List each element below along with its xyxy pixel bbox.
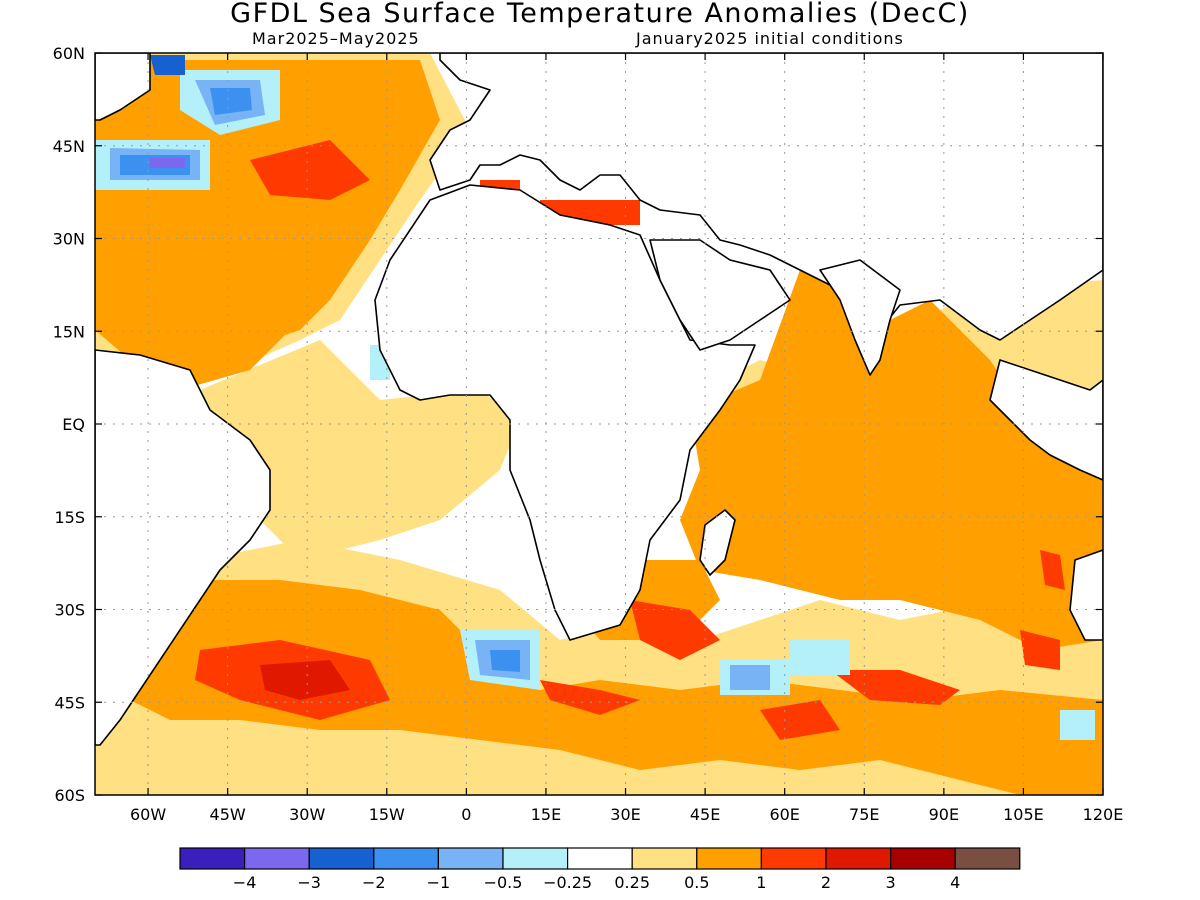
colorbar-label: −0.25	[543, 873, 592, 892]
colorbar-label: −0.5	[484, 873, 523, 892]
lon-label: 15E	[531, 805, 561, 824]
colorbar-label: −2	[362, 873, 386, 892]
latitude-labels: 60N 45N 30N 15N EQ 15S 30S 45S 60S	[53, 44, 85, 805]
axis-ticks	[95, 52, 1104, 796]
coastlines	[95, 53, 1103, 746]
lat-label: 60S	[54, 786, 85, 805]
lon-label: 0	[461, 805, 471, 824]
colorbar-swatch	[760, 847, 827, 870]
initial-conditions: January2025 initial conditions	[636, 29, 904, 48]
lon-label: 90E	[929, 805, 959, 824]
lon-label: 60W	[130, 805, 166, 824]
africa-landmass	[374, 184, 756, 641]
colorbar-swatch	[696, 847, 762, 870]
colorbar-swatch	[244, 847, 310, 870]
colorbar-label: −3	[297, 873, 321, 892]
anomaly-dark-red	[260, 660, 350, 700]
arabia-landmass	[649, 239, 791, 351]
south-america-landmass	[95, 349, 271, 746]
colorbar-swatch	[373, 847, 439, 870]
australia-landmass	[1069, 549, 1103, 641]
lat-label: 30S	[54, 601, 85, 620]
eurasia-landmass	[429, 53, 1103, 371]
colorbar-label: 0.5	[684, 873, 709, 892]
colorbar-label: 2	[821, 873, 831, 892]
colorbar-swatch	[954, 847, 1021, 870]
colorbar-swatch	[631, 847, 698, 870]
colorbar-label: 3	[886, 873, 896, 892]
lat-label: 15S	[54, 508, 85, 527]
grid-lines	[95, 53, 1103, 795]
lat-label: 15N	[53, 322, 85, 341]
north-america-landmass	[95, 53, 151, 121]
lon-label: 120E	[1083, 805, 1124, 824]
lon-label: 45W	[210, 805, 246, 824]
colorbar-label: 1	[756, 873, 766, 892]
madagascar-landmass	[699, 509, 736, 576]
lon-label: 105E	[1003, 805, 1044, 824]
longitude-labels: 60W 45W 30W 15W 0 15E 30E 45E 60E 75E 90E 105E 120E	[130, 805, 1123, 824]
lat-label: EQ	[62, 415, 85, 434]
colorbar-label: −1	[427, 873, 451, 892]
colorbar-swatch	[437, 847, 504, 870]
colorbar-labels: −4 −3 −2 −1 −0.5 −0.25 0.25 0.5 1 2 3 4	[233, 873, 960, 892]
colorbar	[179, 847, 1021, 870]
india-landmass	[819, 259, 901, 376]
anomaly-field	[95, 53, 1103, 795]
lat-label: 45N	[53, 137, 85, 156]
lat-label: 30N	[53, 230, 85, 249]
lon-label: 30W	[289, 805, 325, 824]
southeast-asia-landmass	[989, 359, 1103, 481]
lon-label: 30E	[610, 805, 640, 824]
lon-label: 15W	[369, 805, 405, 824]
colorbar-label: −4	[233, 873, 257, 892]
lon-label: 60E	[769, 805, 799, 824]
anomaly-purple	[150, 158, 185, 168]
lon-label: 75E	[849, 805, 879, 824]
forecast-period: Mar2025–May2025	[252, 29, 420, 48]
colorbar-swatch	[308, 847, 375, 870]
colorbar-label: 4	[950, 873, 960, 892]
colorbar-swatch	[502, 847, 569, 870]
lon-label: 45E	[690, 805, 720, 824]
lat-label: 45S	[54, 693, 85, 712]
anomaly-dark-blue	[150, 55, 185, 75]
colorbar-swatch	[179, 847, 246, 870]
colorbar-swatch	[566, 847, 633, 870]
colorbar-label: 0.25	[614, 873, 650, 892]
lat-label: 60N	[53, 44, 85, 63]
colorbar-swatch	[825, 847, 892, 870]
colorbar-swatch	[889, 847, 956, 870]
map-title: GFDL Sea Surface Temperature Anomalies (…	[230, 0, 970, 29]
